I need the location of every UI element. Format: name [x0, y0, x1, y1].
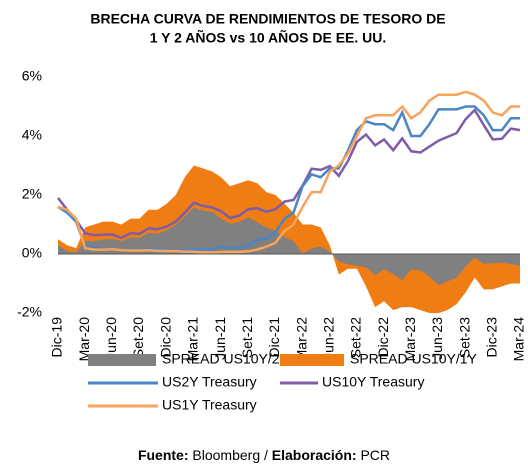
x-tick-label: Jun-20: [103, 317, 119, 360]
source-text: Bloomberg /: [189, 447, 272, 463]
legend-label: SPREAD US10Y/1Y: [350, 351, 477, 367]
x-tick-label: Mar-23: [402, 317, 418, 362]
legend-label: SPREAD US10Y/2Y: [162, 351, 289, 367]
x-tick-label: Mar-20: [76, 317, 92, 362]
x-tick-label: Set-21: [239, 317, 255, 358]
y-tick-label: 2%: [22, 186, 42, 202]
x-tick-label: Mar-24: [511, 317, 527, 362]
x-tick-label: Set-23: [456, 317, 472, 358]
source-label: Elaboración:: [272, 447, 357, 463]
line: [57, 90, 520, 254]
x-tick-label: Jun-22: [320, 317, 336, 360]
legend-label: US2Y Treasury: [162, 374, 257, 390]
x-tick-label: Set-22: [348, 317, 364, 358]
y-tick-label: 0%: [22, 245, 42, 261]
x-tick-label: Dic-19: [49, 317, 65, 358]
source: Fuente: Bloomberg / Elaboración: PCR: [138, 447, 390, 463]
x-tick-label: Dic-23: [484, 317, 500, 358]
y-tick-label: -2%: [17, 304, 42, 320]
area: [58, 207, 520, 286]
x-tick-label: Dic-22: [375, 317, 391, 358]
chart-title: 1 Y 2 AÑOS vs 10 AÑOS DE EE. UU.: [150, 29, 387, 46]
legend-swatch: [88, 354, 156, 366]
x-tick-label: Dic-20: [157, 317, 173, 358]
line: [57, 107, 521, 240]
source-text: PCR: [357, 447, 390, 463]
legend-label: US10Y Treasury: [322, 374, 424, 390]
x-tick-label: Set-20: [130, 317, 146, 358]
source-label: Fuente:: [138, 447, 189, 463]
legend-label: US1Y Treasury: [162, 397, 257, 413]
x-tick-label: Jun-23: [429, 317, 445, 360]
x-tick-label: Dic-21: [266, 317, 282, 358]
y-tick-label: 4%: [22, 127, 42, 143]
x-tick-label: Mar-22: [293, 317, 309, 362]
legend-swatch: [280, 354, 344, 366]
x-tick-label: Jun-21: [212, 317, 228, 360]
chart-title: BRECHA CURVA DE RENDIMIENTOS DE TESORO D…: [90, 11, 445, 27]
y-tick-label: 6%: [22, 68, 42, 84]
x-tick-label: Mar-21: [185, 317, 201, 362]
